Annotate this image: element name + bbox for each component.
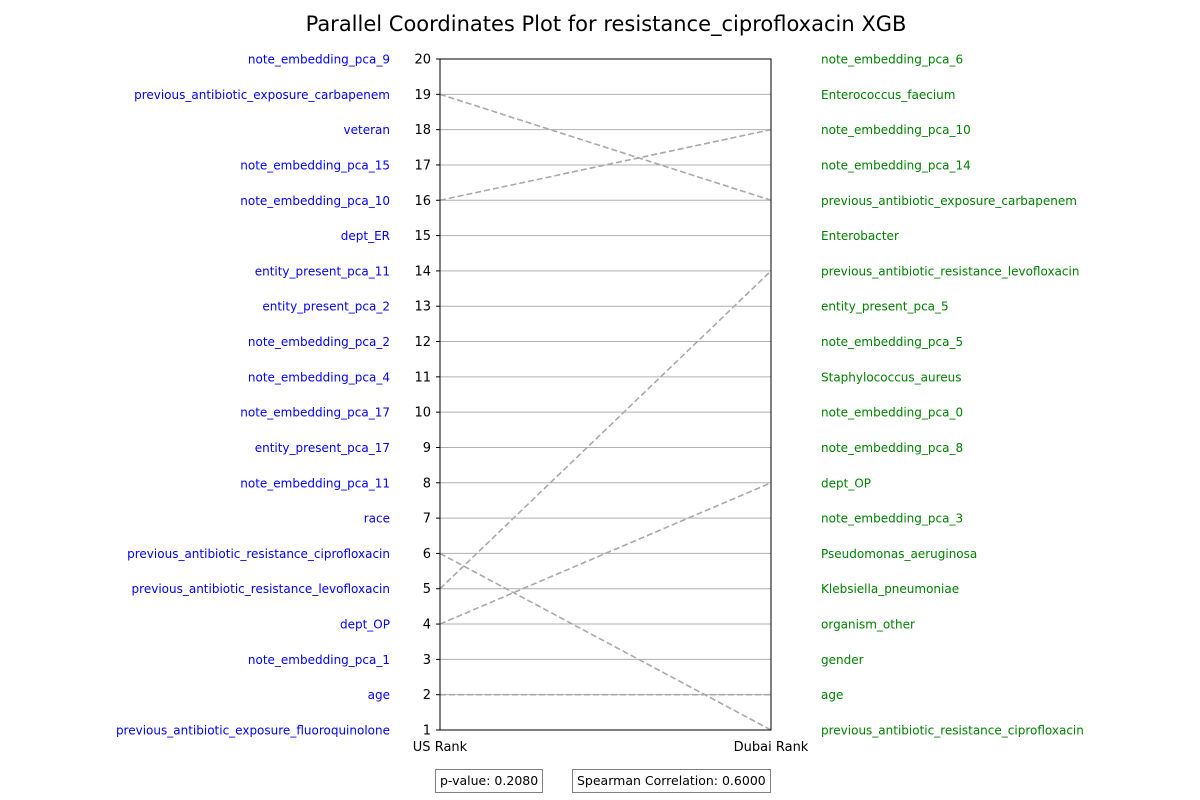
right-label: Klebsiella_pneumoniae [821,582,959,596]
left-label: note_embedding_pca_11 [240,476,390,490]
y-tick-label: 13 [414,300,431,315]
y-tick-label: 14 [414,264,431,279]
right-label: previous_antibiotic_resistance_levofloxa… [821,264,1079,278]
y-tick-label: 16 [414,194,431,209]
grid-layer [440,58,771,731]
right-label: Staphylococcus_aureus [821,370,962,384]
axis-label-us-rank: US Rank [413,740,468,755]
y-tick-label: 17 [414,158,431,173]
plot-frame [439,58,772,731]
left-label: veteran [344,123,390,137]
y-tick-label: 15 [414,229,431,244]
y-tick-label: 1 [423,724,431,739]
right-label: entity_present_pca_5 [821,300,949,314]
y-tick-label: 3 [423,653,431,668]
left-label: note_embedding_pca_17 [240,406,390,420]
axis-label-dubai-rank: Dubai Rank [734,740,809,755]
left-label: entity_present_pca_11 [255,264,390,278]
y-tick-label: 18 [414,123,431,138]
right-label: Pseudomonas_aeruginosa [821,547,977,561]
y-tick-label: 19 [414,88,431,103]
rank-line-3 [439,482,772,625]
y-tick-label: 7 [423,512,431,527]
y-tick-label: 5 [423,582,431,597]
left-label: note_embedding_pca_2 [248,335,390,349]
left-label: race [364,512,390,526]
left-label: entity_present_pca_2 [262,300,390,314]
rank-line-0 [439,93,772,202]
left-label: age [368,688,390,702]
right-label: note_embedding_pca_3 [821,512,963,526]
right-label: note_embedding_pca_14 [821,158,971,172]
rank-line-1 [439,128,772,202]
left-label: entity_present_pca_17 [255,441,390,455]
p-value-box: p-value: 0.2080 [435,769,544,793]
left-label: previous_antibiotic_resistance_levofloxa… [132,582,390,596]
chart-title: Parallel Coordinates Plot for resistance… [306,12,907,37]
right-label: note_embedding_pca_5 [821,335,963,349]
left-label: note_embedding_pca_9 [248,53,390,67]
right-label: note_embedding_pca_6 [821,53,963,67]
right-label: dept_OP [821,476,871,490]
left-label: note_embedding_pca_10 [240,194,390,208]
right-label: Enterococcus_faecium [821,88,955,102]
right-label: organism_other [821,618,915,632]
y-tick-label: 4 [423,618,431,633]
left-label: previous_antibiotic_exposure_fluoroquino… [116,724,390,738]
left-label: previous_antibiotic_resistance_ciproflox… [127,547,390,561]
left-label: dept_OP [340,618,390,632]
left-label: note_embedding_pca_1 [248,653,390,667]
rank-line-2 [439,270,772,590]
y-tick-label: 8 [423,476,431,491]
right-label: previous_antibiotic_resistance_ciproflox… [821,724,1084,738]
right-label: note_embedding_pca_0 [821,406,963,420]
y-tick-label: 11 [414,370,431,385]
y-tick-label: 20 [414,53,431,68]
right-label: gender [821,653,864,667]
right-label: previous_antibiotic_exposure_carbapenem [821,194,1077,208]
left-labels: note_embedding_pca_9 previous_antibiotic_… [116,53,390,738]
right-label: note_embedding_pca_8 [821,441,963,455]
left-label: dept_ER [341,229,390,243]
y-tick-label: 10 [414,406,431,421]
y-tick-label: 6 [423,547,431,562]
spearman-box: Spearman Correlation: 0.6000 [572,769,771,793]
rank-line-4 [439,552,772,731]
left-label: note_embedding_pca_4 [248,370,390,384]
right-label: Enterobacter [821,229,899,243]
rank-lines [439,93,772,731]
left-label: previous_antibiotic_exposure_carbapenem [134,88,390,102]
y-tick-label: 2 [423,688,431,703]
y-tick-label: 12 [414,335,431,350]
right-label: note_embedding_pca_10 [821,123,971,137]
y-tick-label: 9 [423,441,431,456]
right-labels: note_embedding_pca_6 Enterococcus_faecium… [821,53,1084,738]
right-label: age [821,688,843,702]
left-label: note_embedding_pca_15 [240,158,390,172]
